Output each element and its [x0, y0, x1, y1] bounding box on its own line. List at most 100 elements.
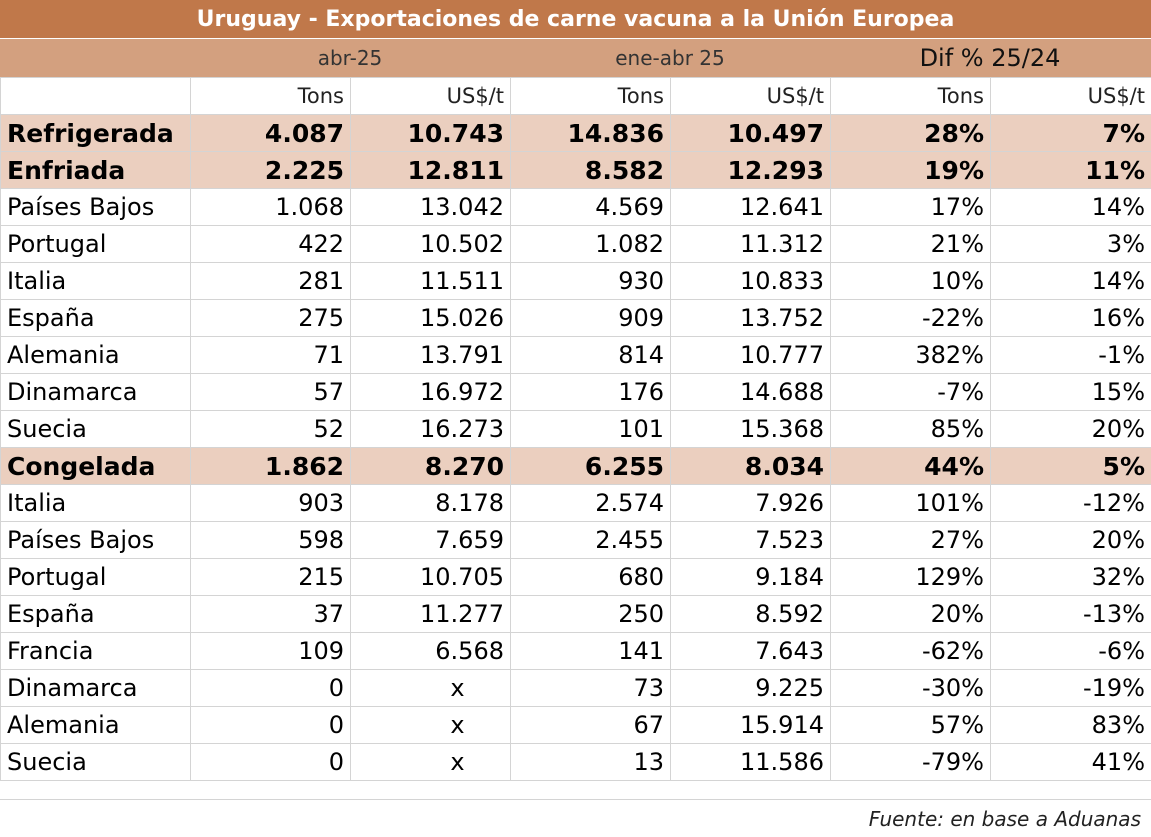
value-cell: 275: [190, 299, 351, 337]
value-cell: 382%: [830, 336, 991, 374]
country-row: Suecia 52 16.273 101 15.368 85% 20%: [0, 410, 1151, 448]
row-label: Suecia: [0, 410, 191, 448]
value-cell: 141: [510, 632, 671, 670]
value-cell: 680: [510, 558, 671, 596]
value-cell: 16.273: [350, 410, 511, 448]
unit-cell: Tons: [830, 77, 991, 115]
value-cell: 21%: [830, 225, 991, 263]
data-table: Tons US$/t Tons US$/t Tons US$/t Refrige…: [0, 77, 1151, 781]
value-cell: 11.586: [670, 743, 831, 781]
value-cell: 10.833: [670, 262, 831, 300]
section-row: Refrigerada 4.087 10.743 14.836 10.497 28% 7%: [0, 114, 1151, 152]
value-cell: 19%: [830, 151, 991, 189]
value-cell: 15.914: [670, 706, 831, 744]
unit-cell: Tons: [510, 77, 671, 115]
value-cell: 10.743: [350, 114, 511, 152]
value-cell: 4.087: [190, 114, 351, 152]
country-row: Alemania 0 x 67 15.914 57% 83%: [0, 706, 1151, 744]
value-cell: 37: [190, 595, 351, 633]
value-cell: 14%: [990, 262, 1151, 300]
value-cell: -30%: [830, 669, 991, 707]
value-cell: 15.368: [670, 410, 831, 448]
value-cell: -1%: [990, 336, 1151, 374]
value-cell: 85%: [830, 410, 991, 448]
value-cell: 10.502: [350, 225, 511, 263]
country-row: Italia 281 11.511 930 10.833 10% 14%: [0, 262, 1151, 300]
period-header-row: abr-25 ene-abr 25 Dif % 25/24: [0, 39, 1151, 77]
value-cell: 32%: [990, 558, 1151, 596]
value-cell: -6%: [990, 632, 1151, 670]
value-cell: -79%: [830, 743, 991, 781]
row-label: Dinamarca: [0, 373, 191, 411]
value-cell: 9.225: [670, 669, 831, 707]
period-header-diff: Dif % 25/24: [919, 44, 1061, 72]
value-cell: 67: [510, 706, 671, 744]
row-label: Refrigerada: [0, 114, 191, 152]
value-cell: 8.592: [670, 595, 831, 633]
country-row: Suecia 0 x 13 11.586 -79% 41%: [0, 743, 1151, 781]
units-label-cell: [0, 77, 191, 115]
value-cell: 44%: [830, 447, 991, 485]
unit-cell: US$/t: [990, 77, 1151, 115]
value-cell: 0: [190, 743, 351, 781]
value-cell: -7%: [830, 373, 991, 411]
section-row: Congelada 1.862 8.270 6.255 8.034 44% 5%: [0, 447, 1151, 485]
value-cell: 11.511: [350, 262, 511, 300]
value-cell: 422: [190, 225, 351, 263]
value-cell: 16.972: [350, 373, 511, 411]
value-cell: 1.082: [510, 225, 671, 263]
row-label: Italia: [0, 484, 191, 522]
value-cell: 2.225: [190, 151, 351, 189]
value-cell: 12.293: [670, 151, 831, 189]
value-cell: 8.582: [510, 151, 671, 189]
row-label: Italia: [0, 262, 191, 300]
value-cell: 20%: [830, 595, 991, 633]
value-cell: 10%: [830, 262, 991, 300]
value-cell: 215: [190, 558, 351, 596]
row-label: Congelada: [0, 447, 191, 485]
value-cell: 57%: [830, 706, 991, 744]
value-cell: 6.255: [510, 447, 671, 485]
country-row: Portugal 215 10.705 680 9.184 129% 32%: [0, 558, 1151, 596]
value-cell: 281: [190, 262, 351, 300]
country-row: Italia 903 8.178 2.574 7.926 101% -12%: [0, 484, 1151, 522]
value-cell: 17%: [830, 188, 991, 226]
value-cell: 27%: [830, 521, 991, 559]
row-label: España: [0, 299, 191, 337]
value-cell: 12.641: [670, 188, 831, 226]
value-cell: 52: [190, 410, 351, 448]
value-cell: 10.705: [350, 558, 511, 596]
units-row: Tons US$/t Tons US$/t Tons US$/t: [0, 77, 1151, 115]
source-note: Fuente: en base a Aduanas: [0, 799, 1151, 837]
value-cell: 71: [190, 336, 351, 374]
value-cell: 2.574: [510, 484, 671, 522]
value-cell: 3%: [990, 225, 1151, 263]
value-cell: 10.497: [670, 114, 831, 152]
value-cell: 598: [190, 521, 351, 559]
value-cell: 11.277: [350, 595, 511, 633]
row-label: Dinamarca: [0, 669, 191, 707]
value-cell: 1.068: [190, 188, 351, 226]
unit-cell: US$/t: [670, 77, 831, 115]
country-row: Países Bajos 1.068 13.042 4.569 12.641 17% 14%: [0, 188, 1151, 226]
value-cell: 8.270: [350, 447, 511, 485]
value-cell: -19%: [990, 669, 1151, 707]
value-cell: 109: [190, 632, 351, 670]
value-cell: 101: [510, 410, 671, 448]
country-row: Dinamarca 57 16.972 176 14.688 -7% 15%: [0, 373, 1151, 411]
value-cell: x: [350, 743, 511, 781]
value-cell: 7.926: [670, 484, 831, 522]
value-cell: -22%: [830, 299, 991, 337]
section-row: Enfriada 2.225 12.811 8.582 12.293 19% 11%: [0, 151, 1151, 189]
value-cell: 814: [510, 336, 671, 374]
value-cell: 0: [190, 669, 351, 707]
period-header-apr: abr-25: [317, 46, 383, 70]
value-cell: 250: [510, 595, 671, 633]
value-cell: 11.312: [670, 225, 831, 263]
value-cell: 10.777: [670, 336, 831, 374]
period-header-jan-apr: ene-abr 25: [615, 46, 725, 70]
value-cell: 14.836: [510, 114, 671, 152]
value-cell: 1.862: [190, 447, 351, 485]
value-cell: 13: [510, 743, 671, 781]
